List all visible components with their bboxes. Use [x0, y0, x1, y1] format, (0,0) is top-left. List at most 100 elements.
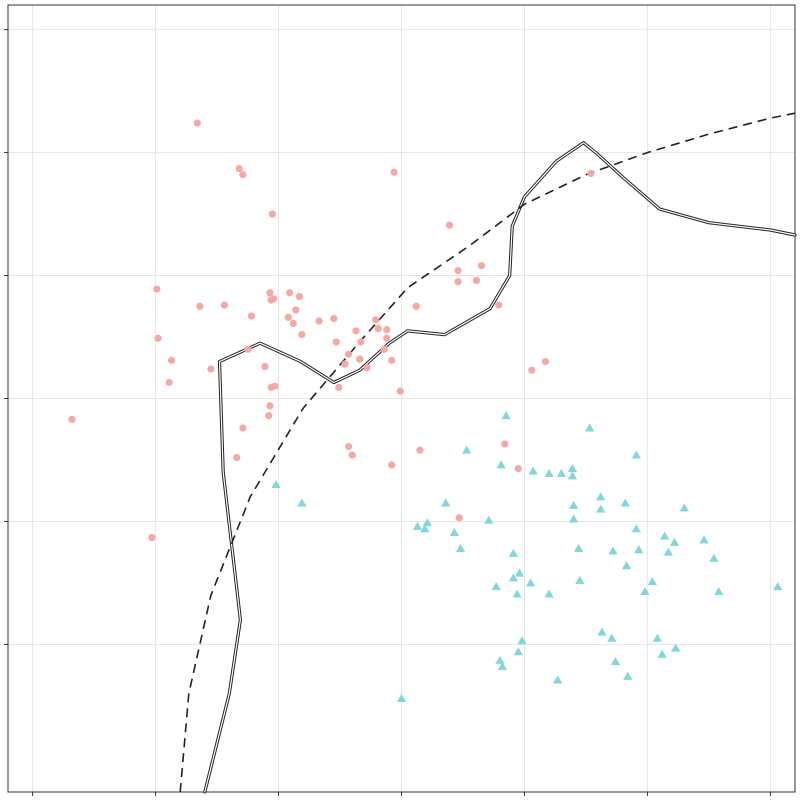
point-circle — [396, 387, 404, 395]
point-triangle — [597, 627, 607, 636]
point-triangle — [501, 411, 511, 420]
point-circle — [285, 289, 294, 297]
point-triangle — [699, 535, 709, 544]
point-triangle — [621, 561, 632, 570]
point-circle — [445, 221, 454, 229]
point-circle — [388, 356, 396, 364]
point-triangle — [569, 514, 579, 523]
point-circle — [261, 362, 269, 371]
point-circle — [153, 285, 161, 293]
point-triangle — [620, 498, 630, 507]
point-triangle — [513, 647, 523, 656]
point-triangle — [556, 468, 566, 477]
point-circle — [239, 424, 247, 432]
point-triangle — [663, 547, 673, 556]
point-triangle — [517, 636, 527, 645]
point-circle — [196, 302, 204, 310]
point-circle — [220, 301, 229, 309]
point-triangle — [508, 548, 519, 557]
point-triangle — [773, 582, 783, 591]
point-circle — [454, 267, 462, 275]
point-circle — [315, 317, 323, 325]
point-circle — [383, 326, 391, 334]
point-circle — [266, 402, 274, 410]
point-triangle — [709, 553, 719, 562]
point-triangle — [462, 445, 472, 454]
point-triangle — [567, 463, 578, 473]
point-circle — [514, 464, 522, 473]
point-circle — [380, 345, 388, 353]
point-triangle — [671, 643, 681, 652]
point-circle — [292, 306, 300, 314]
point-circle — [330, 314, 338, 323]
point-triangle — [610, 657, 621, 666]
point-circle — [477, 262, 486, 270]
point-circle — [235, 164, 243, 173]
point-triangle — [484, 515, 494, 524]
point-circle — [345, 350, 353, 358]
point-triangle — [607, 633, 617, 642]
point-triangle — [495, 655, 505, 664]
decision-boundaries — [179, 112, 797, 794]
point-triangle — [491, 582, 501, 591]
point-circle — [148, 533, 156, 542]
point-circle — [455, 514, 463, 522]
point-triangle — [631, 450, 641, 459]
point-triangle — [585, 423, 595, 432]
point-circle — [335, 383, 343, 392]
point-circle — [284, 313, 292, 321]
point-triangle — [596, 492, 606, 501]
point-triangle — [514, 568, 525, 577]
point-circle — [454, 278, 462, 286]
point-triangle — [596, 504, 606, 513]
point-circle — [345, 442, 353, 451]
point-circle — [193, 119, 201, 127]
point-triangle — [544, 468, 554, 477]
point-triangle — [640, 586, 650, 596]
point-circle — [244, 345, 252, 353]
boundary-dashed — [179, 112, 796, 793]
point-circle — [298, 330, 306, 339]
point-circle — [167, 356, 176, 364]
point-triangle — [575, 575, 585, 584]
point-triangle — [669, 537, 680, 546]
point-triangle — [271, 479, 281, 489]
point-triangle — [544, 589, 554, 598]
point-triangle — [496, 460, 506, 469]
point-circle — [154, 334, 162, 342]
point-circle — [295, 292, 304, 301]
gridlines — [8, 5, 795, 792]
point-circle — [247, 312, 256, 320]
point-circle — [495, 301, 503, 309]
point-circle — [267, 383, 275, 392]
point-circle — [348, 451, 356, 459]
point-circle — [357, 338, 365, 346]
point-triangle — [449, 527, 459, 536]
point-triangle — [422, 518, 432, 527]
point-circle — [268, 210, 276, 218]
point-circle — [341, 360, 349, 368]
point-triangle — [512, 589, 522, 598]
point-circle — [388, 461, 396, 469]
point-triangle — [657, 649, 667, 658]
point-triangle — [634, 545, 644, 554]
point-circle — [412, 302, 420, 310]
point-triangle — [508, 573, 519, 582]
point-circle — [356, 355, 364, 363]
point-circle — [416, 446, 424, 454]
axes — [4, 4, 796, 796]
point-triangle — [441, 498, 451, 507]
point-triangle — [526, 578, 536, 587]
point-circle — [352, 327, 360, 335]
point-triangle — [297, 498, 307, 507]
point-triangle — [396, 693, 407, 702]
point-circle — [472, 276, 481, 285]
point-circle — [541, 358, 549, 366]
point-circle — [165, 378, 173, 387]
point-triangle — [569, 500, 579, 509]
point-circle — [207, 365, 215, 373]
point-circle — [267, 296, 275, 304]
point-circle — [528, 366, 536, 374]
